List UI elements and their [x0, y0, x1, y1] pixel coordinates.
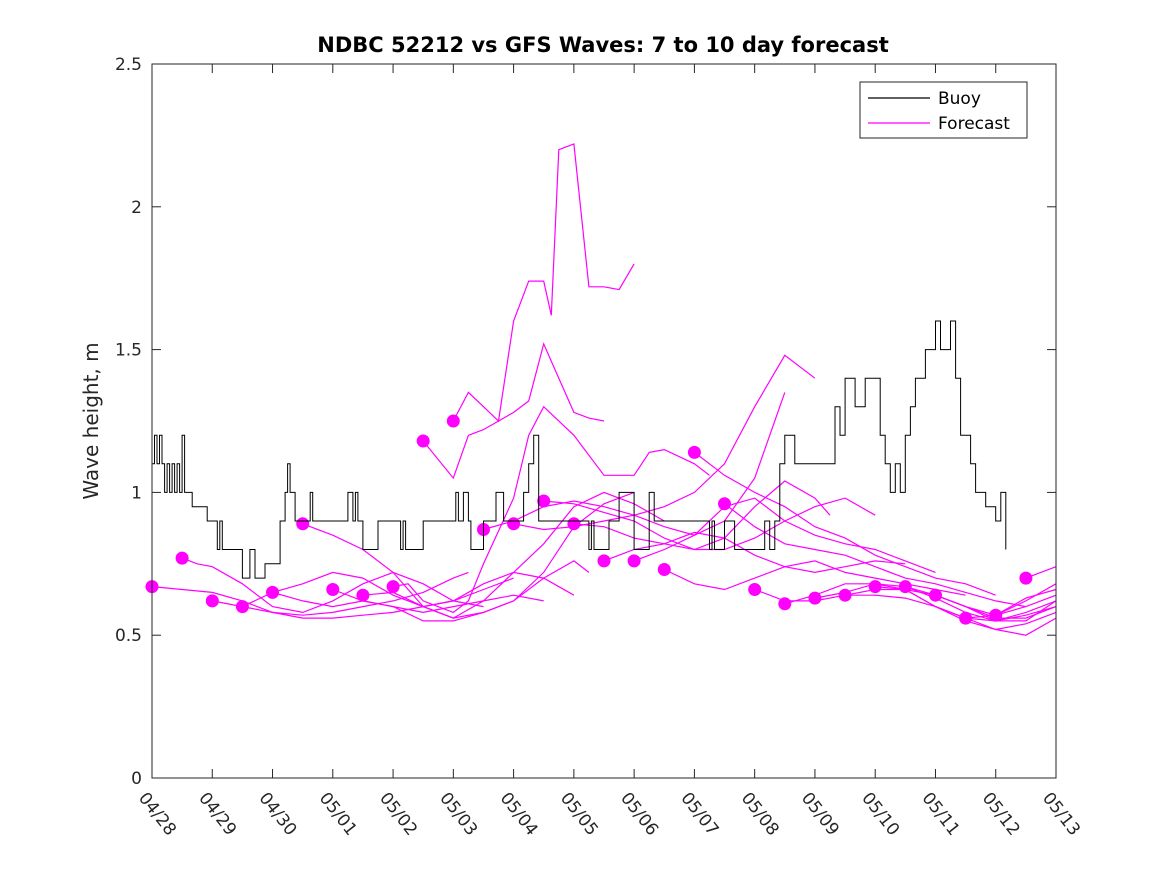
forecast-line-13	[513, 354, 816, 531]
forecast-line-7	[332, 491, 635, 622]
forecast-marker-14	[537, 494, 551, 508]
y-tick-label-3: 1.5	[115, 341, 142, 361]
legend: Buoy Forecast	[859, 81, 1028, 139]
forecast-marker-13	[507, 517, 521, 531]
forecast-line-8	[362, 491, 665, 619]
forecast-marker-2	[175, 551, 189, 565]
forecast-line-18	[664, 560, 966, 596]
forecast-line-10	[422, 342, 605, 480]
forecast-marker-19	[687, 445, 701, 459]
forecast-line-2	[181, 557, 484, 614]
y-tick-label-5: 2.5	[115, 55, 142, 75]
legend-box	[859, 81, 1028, 139]
forecast-line-17	[633, 497, 936, 573]
forecast-marker-25	[868, 580, 882, 594]
forecast-line-24	[845, 594, 1057, 631]
forecast-marker-11	[446, 414, 460, 428]
forecast-line-1	[151, 571, 469, 616]
forecast-marker-8	[356, 588, 370, 602]
forecast-line-11	[452, 143, 635, 423]
y-tick-label-2: 1	[131, 483, 142, 503]
forecast-marker-4	[235, 600, 249, 614]
axes-box	[151, 63, 1057, 779]
y-tick-label-0: 0	[131, 769, 142, 789]
forecast-marker-26	[898, 580, 912, 594]
forecast-marker-3	[205, 594, 219, 608]
forecast-line-29	[995, 583, 1057, 616]
forecast-line-19	[694, 451, 996, 596]
y-tick-label-4: 2	[131, 198, 142, 218]
forecast-marker-30	[1019, 571, 1033, 585]
forecast-line-16	[603, 531, 906, 574]
legend-label-1: Forecast	[938, 114, 1010, 134]
forecast-marker-9	[386, 580, 400, 594]
forecast-line-3	[212, 577, 514, 619]
chart-title: NDBC 52212 vs GFS Waves: 7 to 10 day for…	[317, 33, 888, 57]
forecast-marker-16	[597, 554, 611, 568]
forecast-marker-6	[296, 517, 310, 531]
forecast-marker-18	[657, 563, 671, 576]
buoy-line	[152, 320, 1007, 579]
legend-label-0: Buoy	[938, 89, 981, 109]
forecast-marker-29	[989, 608, 1003, 622]
forecast-marker-21	[748, 583, 762, 596]
forecast-marker-23	[808, 591, 822, 605]
y-tick-label-1: 0.5	[115, 626, 142, 646]
forecast-marker-28	[959, 611, 973, 625]
series-layer	[145, 143, 1057, 636]
forecast-marker-5	[266, 585, 279, 599]
forecast-line-28	[965, 588, 1057, 619]
forecast-marker-27	[929, 588, 942, 602]
y-axis-label: Wave height, m	[79, 342, 103, 499]
forecast-marker-24	[838, 588, 852, 602]
forecast-marker-20	[718, 497, 731, 511]
forecast-line-9	[392, 405, 710, 614]
forecast-marker-17	[627, 554, 641, 568]
forecast-marker-7	[326, 583, 340, 596]
forecast-marker-10	[416, 434, 430, 448]
forecast-marker-22	[778, 597, 792, 611]
forecast-marker-15	[567, 517, 581, 531]
